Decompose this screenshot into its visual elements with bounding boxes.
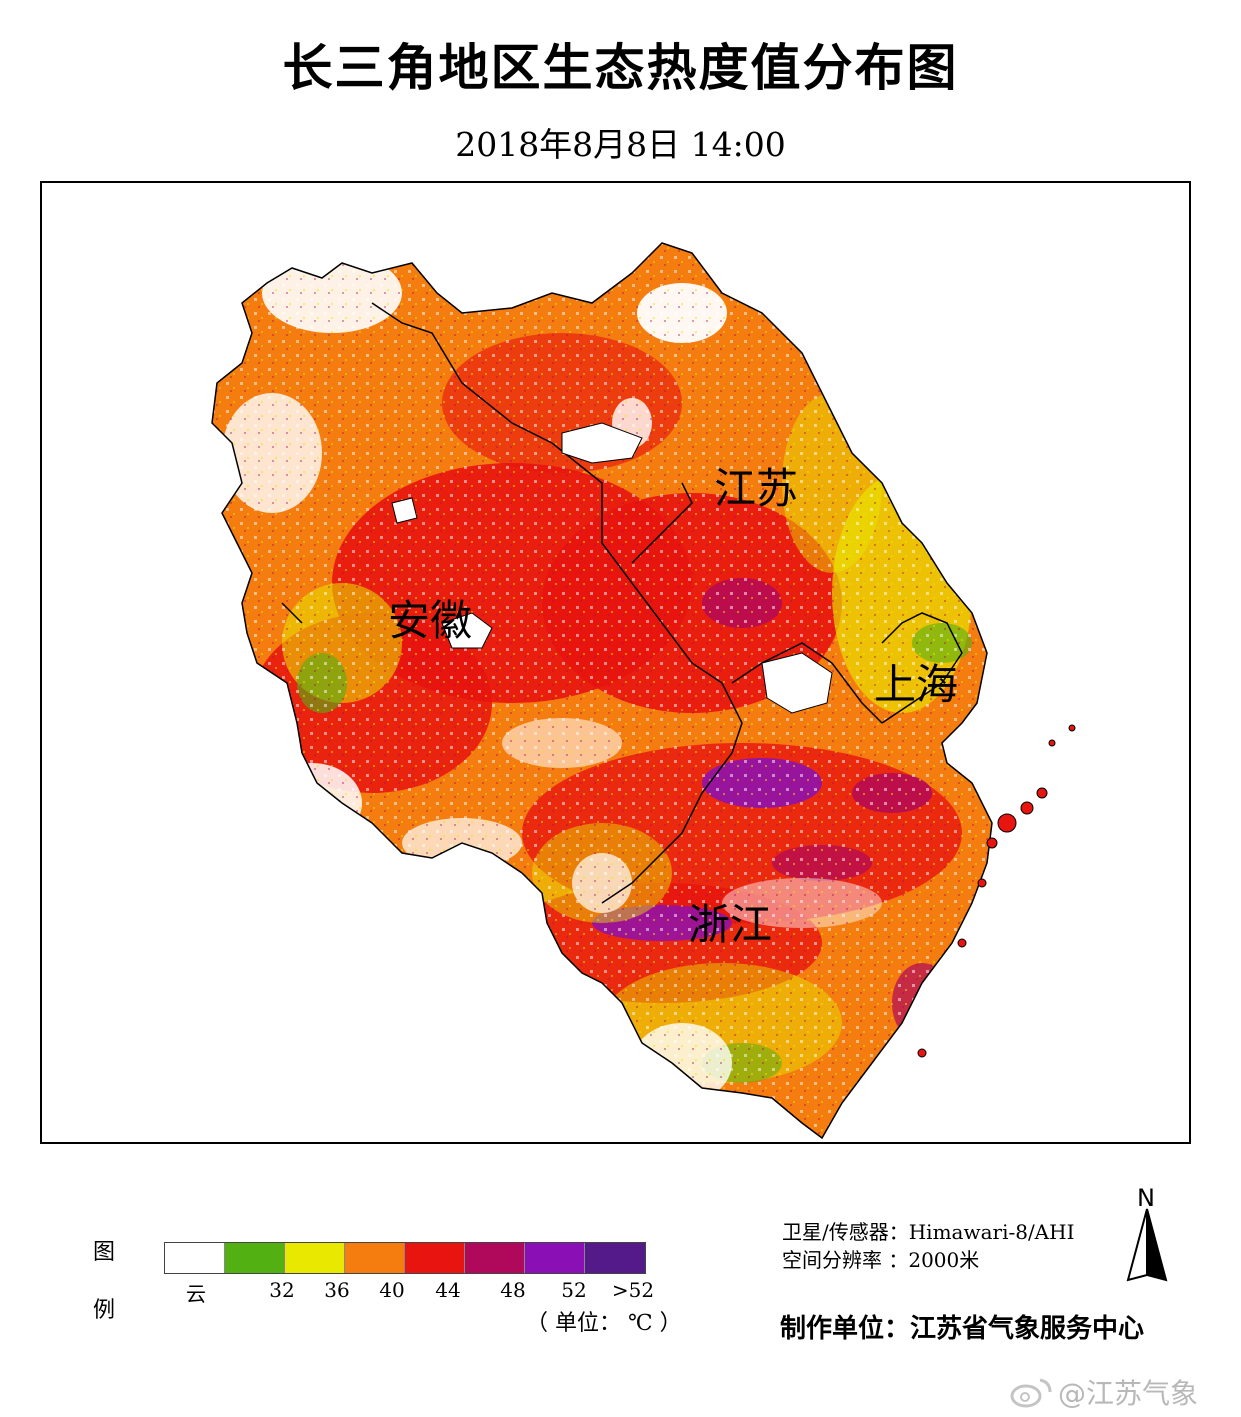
lakes (391, 422, 833, 714)
legend-title-top: 图 (93, 1240, 116, 1265)
resolution-info: 空间分辨率 ：2000米 (782, 1248, 980, 1272)
north-arrow-icon (1126, 1208, 1168, 1282)
map-title: 长三角地区生态热度值分布图 (282, 39, 959, 97)
legend-tick: 32 (269, 1278, 295, 1302)
legend-tick: 云 (186, 1282, 206, 1306)
label-shanghai: 上海 (874, 660, 959, 709)
legend-tick: >52 (611, 1278, 655, 1302)
legend-swatch (345, 1243, 405, 1273)
legend-tick: 44 (435, 1278, 461, 1302)
map-frame: 江苏 安徽 上海 浙江 (40, 181, 1191, 1144)
satellite-info: 卫星/传感器：Himawari-8/AHI (782, 1220, 1075, 1244)
legend-swatch (225, 1243, 285, 1273)
map-datetime: 2018年8月8日 14:00 (455, 125, 786, 164)
legend-swatch (525, 1243, 585, 1273)
heat-layer (212, 243, 992, 1138)
legend-swatch (165, 1243, 225, 1273)
legend-unit: （ 单位： ℃ ） (526, 1311, 682, 1336)
weibo-icon (1010, 1378, 1052, 1408)
heat-map (211, 242, 1076, 1139)
label-anhui: 安徽 (388, 596, 473, 645)
label-zhejiang: 浙江 (688, 900, 773, 949)
legend-tick: 52 (561, 1278, 587, 1302)
legend-swatch (465, 1243, 525, 1273)
legend-swatch (285, 1243, 345, 1273)
producer-info: 制作单位：江苏省气象服务中心 (780, 1314, 1145, 1344)
legend-swatch (405, 1243, 465, 1273)
legend-tick: 48 (500, 1278, 526, 1302)
legend-tick: 36 (324, 1278, 350, 1302)
label-jiangsu: 江苏 (714, 464, 799, 513)
legend-title-bottom: 例 (93, 1298, 116, 1323)
watermark-text: @江苏气象 (1058, 1377, 1199, 1410)
province-boundaries (281, 302, 963, 904)
legend-swatch (585, 1243, 645, 1273)
legend-color-bar (164, 1242, 646, 1274)
north-label: N (1137, 1184, 1155, 1212)
legend-tick: 40 (379, 1278, 405, 1302)
islands (917, 724, 1076, 1058)
